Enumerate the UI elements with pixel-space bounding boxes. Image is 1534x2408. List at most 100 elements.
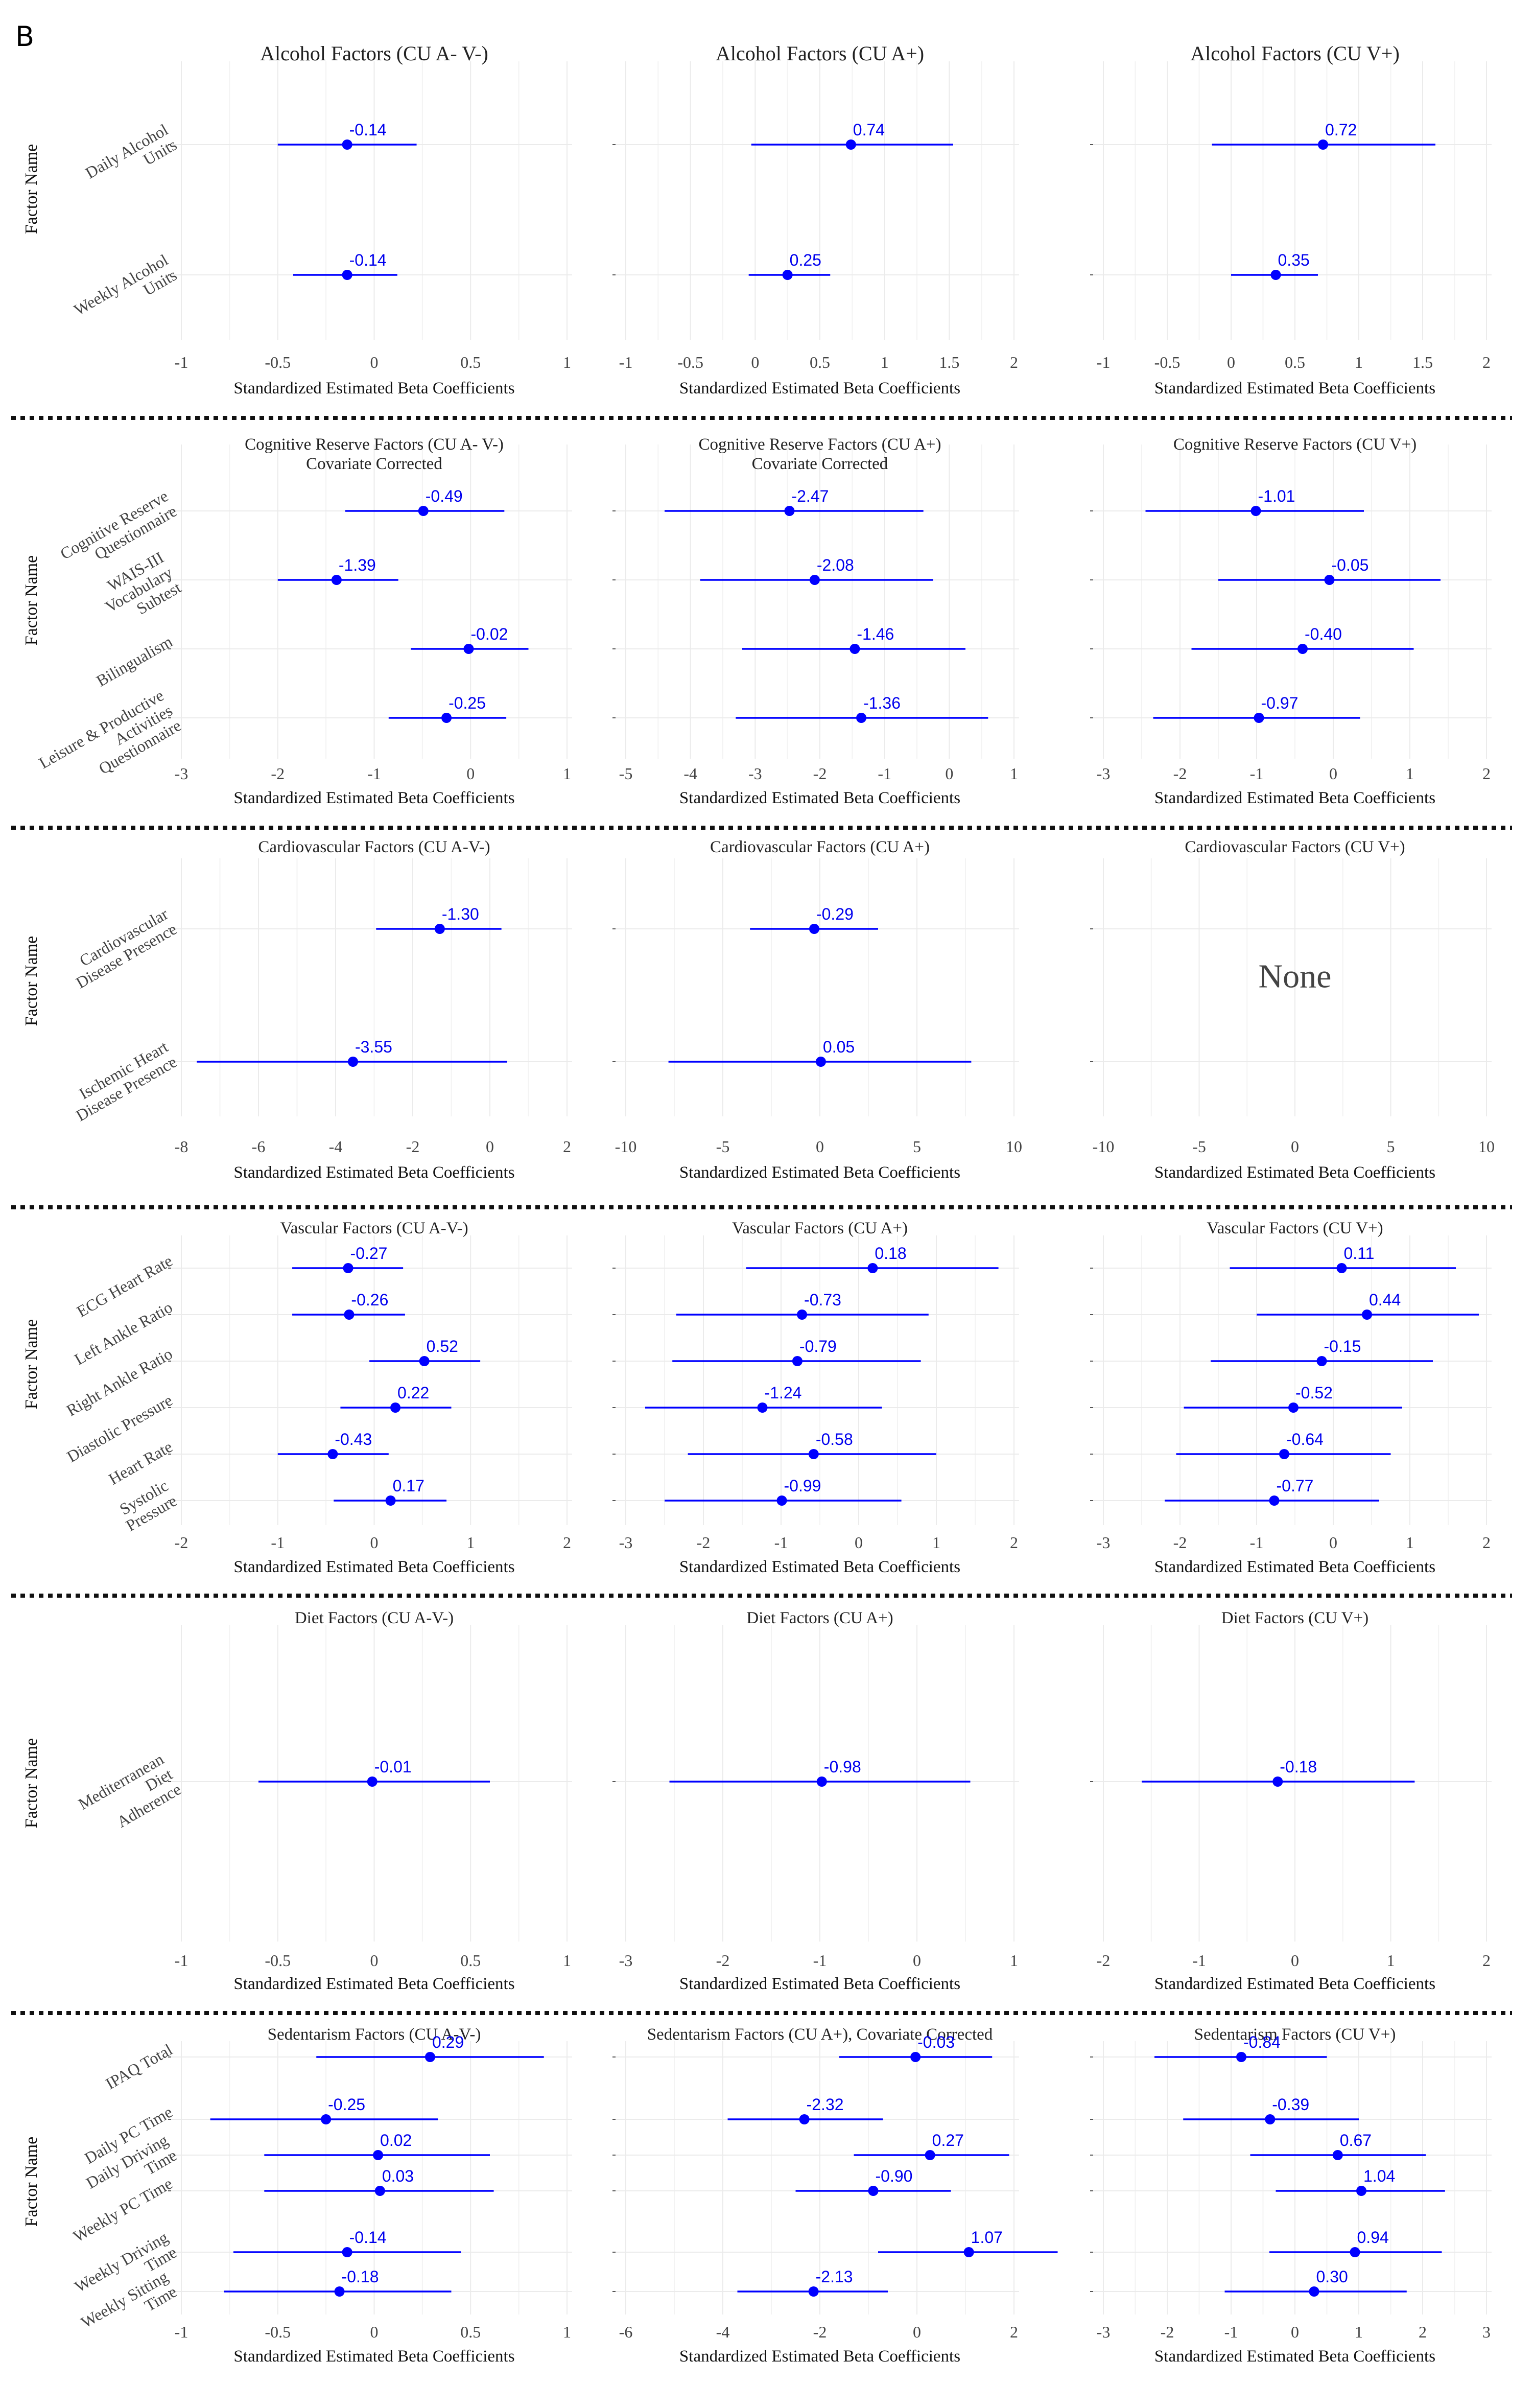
estimate-point [809,924,819,934]
chart-title: Cognitive Reserve Factors (CU V+) [1173,435,1417,454]
estimate-point [347,1057,358,1067]
estimate-point [343,1263,353,1273]
estimate-label: -0.01 [374,1758,412,1776]
x-tick-label: -1 [1192,1951,1206,1970]
y-axis-label: Factor Name [22,555,41,646]
x-tick-label: -1 [878,764,891,783]
x-axis-label: Standardized Estimated Beta Coefficients [679,1558,960,1576]
x-axis-label: Standardized Estimated Beta Coefficients [679,379,960,398]
chart-title: Vascular Factors (CU A-V-) [280,1219,468,1237]
x-tick-label: 0.5 [1285,353,1305,371]
x-tick-label: -1 [1097,353,1111,371]
estimate-point [441,713,452,723]
chart-5: Cognitive Reserve Factors (CU A+)Covaria… [612,435,1019,807]
x-tick-label: 5 [1387,1137,1395,1156]
estimate-point [1332,2150,1343,2160]
x-tick-label: -1 [175,2323,188,2341]
estimate-point [1356,2186,1366,2196]
estimate-label: 0.11 [1344,1244,1375,1263]
x-tick-label: 1.5 [1412,353,1433,371]
x-tick-label: -2 [406,1137,420,1156]
x-tick-label: 0.5 [810,353,830,371]
x-tick-label: 1 [932,1533,940,1552]
estimate-label: -0.98 [824,1758,861,1776]
x-tick-label: 2 [1010,2323,1018,2341]
chart-subtitle: Covariate Corrected [752,455,888,473]
x-tick-label: 0 [1329,764,1337,783]
chart-11: Vascular Factors (CU A+) -3 -2 -1 0 1 2 Standar… [612,1219,1019,1576]
estimate-point [1279,1449,1289,1459]
chart-title: Vascular Factors (CU V+) [1207,1219,1383,1237]
x-tick-label: -1 [774,1533,788,1552]
estimate-point [424,2052,435,2062]
y-axis-label: Factor Name [22,2137,41,2227]
x-tick-label: 1 [881,353,889,371]
x-tick-label: 1 [563,353,571,371]
category-label: Bilingualism [93,632,175,690]
category-label: Daily AlcoholUnits [82,120,180,197]
estimate-label: 0.25 [790,251,821,269]
x-axis-label: Standardized Estimated Beta Coefficients [233,2347,514,2366]
x-tick-label: 2 [1419,2323,1427,2341]
estimate-label: -0.77 [1277,1477,1314,1495]
estimate-point [1324,575,1335,585]
estimate-label: -0.18 [1280,1758,1317,1776]
x-axis-label: Standardized Estimated Beta Coefficients [1154,1975,1435,1993]
estimate-label: -3.55 [355,1038,392,1056]
estimate-label: -0.73 [804,1291,841,1309]
estimate-label: 0.72 [1325,121,1357,139]
chart-title: Diet Factors (CU A-V-) [295,1609,454,1627]
estimate-label: 0.05 [823,1038,855,1056]
x-tick-label: 0 [945,764,953,783]
x-tick-label: 1 [1355,2323,1363,2341]
x-tick-label: 0 [370,1533,379,1552]
x-tick-label: 1 [563,1951,571,1970]
estimate-point [1272,1776,1283,1787]
x-tick-label: 3 [1482,2323,1491,2341]
chart-title: Cardiovascular Factors (CU A+) [710,838,930,856]
x-axis-label: Standardized Estimated Beta Coefficients [1154,2347,1435,2366]
x-axis-label: Standardized Estimated Beta Coefficients [233,379,514,398]
estimate-label: 0.52 [427,1337,458,1355]
estimate-label: -0.43 [335,1430,372,1448]
x-axis-label: Standardized Estimated Beta Coefficients [1154,379,1435,398]
estimate-label: -2.13 [816,2267,853,2286]
estimate-point [1318,139,1328,150]
x-tick-label: 0 [1291,2323,1299,2341]
chart-title: Cardiovascular Factors (CU V+) [1185,838,1405,856]
estimate-label: -1.39 [339,556,376,574]
estimate-point [374,2186,385,2196]
x-tick-label: -1 [1250,1533,1264,1552]
x-tick-label: 1 [563,764,571,783]
x-tick-label: 0 [466,764,475,783]
x-tick-label: 2 [1010,1533,1018,1552]
x-tick-label: 0 [370,353,379,371]
estimate-label: 0.94 [1357,2228,1389,2247]
x-tick-label: -2 [1173,764,1187,783]
x-tick-label: 0.5 [460,2323,481,2341]
x-axis-label: Standardized Estimated Beta Coefficients [1154,1558,1435,1576]
estimate-label: 0.44 [1369,1291,1401,1309]
x-tick-label: -6 [619,2323,633,2341]
estimate-point [1270,270,1281,280]
chart-10: Vascular Factors (CU A-V-) -2 -1 0 1 2 Standar… [22,1219,572,1576]
category-label-line: IPAQ Total [102,2040,175,2093]
x-tick-label: 2 [563,1533,571,1552]
estimate-label: -1.24 [765,1384,802,1402]
estimate-label: 0.18 [875,1244,906,1263]
x-tick-label: -3 [1097,1533,1111,1552]
estimate-label: -0.58 [816,1430,853,1448]
estimate-point [1288,1402,1299,1413]
x-tick-label: -2 [1161,2323,1174,2341]
estimate-label: -0.25 [328,2095,365,2114]
x-tick-label: -0.5 [1154,353,1181,371]
x-tick-label: -3 [1097,2323,1111,2341]
estimate-label: 0.02 [380,2131,412,2149]
estimate-point [1254,713,1264,723]
estimate-point [867,1263,878,1273]
estimate-label: -2.08 [817,556,854,574]
estimate-label: -0.49 [426,487,463,505]
x-tick-label: -2 [1173,1533,1187,1552]
estimate-label: -0.02 [470,625,508,643]
chart-2: Alcohol Factors (CU A+) -1 -0.5 0 0.5 1 1.5 2 St… [612,42,1019,398]
